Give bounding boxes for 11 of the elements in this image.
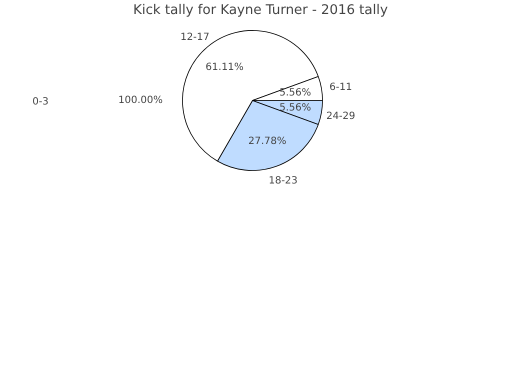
slice-label: 12-17 bbox=[180, 32, 210, 44]
data-label: 5.56% bbox=[279, 87, 312, 98]
chart-title: Kick tally for Kayne Turner - 2016 tally bbox=[133, 3, 388, 18]
text: 0-3 bbox=[32, 96, 49, 108]
data-label: 5.56% bbox=[279, 102, 312, 114]
text: 100.00% bbox=[118, 95, 163, 106]
slice-label: 18-23 bbox=[268, 175, 298, 186]
data-label: 27.78% bbox=[248, 136, 286, 147]
data-label: 61.11% bbox=[206, 62, 244, 73]
slice-label: 24-29 bbox=[326, 111, 356, 122]
slice-label: 6-11 bbox=[329, 82, 352, 93]
